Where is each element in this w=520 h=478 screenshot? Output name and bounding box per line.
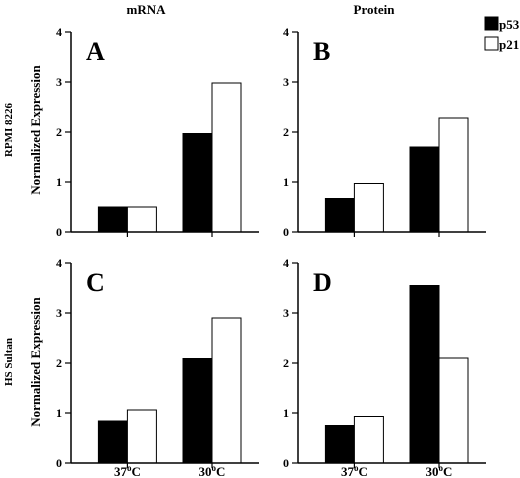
column-title-protein: Protein — [354, 2, 396, 17]
panel-letter-a: A — [86, 37, 105, 66]
y-axis-label-bottom: Normalized Expression — [28, 297, 43, 427]
legend: p53 p21 — [484, 16, 520, 52]
panel-b: 0 1 2 3 4 B — [283, 25, 486, 239]
y-tick-label-a-0: 0 — [56, 225, 62, 239]
y-tick-label-c-0: 0 — [56, 456, 62, 470]
bar-c-p53-37c — [97, 420, 128, 464]
y-tick-label-c-2: 2 — [56, 356, 62, 370]
x-category-label-d-30c: 30oC — [426, 463, 453, 478]
y-axis-label-top: Normalized Expression — [28, 65, 43, 195]
bar-a-p21-30c — [211, 82, 242, 233]
y-tick-label-a-3: 3 — [56, 75, 62, 89]
y-tick-label-d-1: 1 — [283, 406, 289, 420]
bar-c-p21-37c — [126, 409, 157, 464]
x-category-label-c-30c: 30oC — [199, 463, 226, 478]
legend-label-p53: p53 — [499, 17, 520, 32]
panel-a: 0 1 2 3 4 A — [56, 25, 259, 239]
y-tick-label-c-3: 3 — [56, 306, 62, 320]
bar-b-p53-37c — [324, 198, 355, 233]
x-category-label-d-37c: 37oC — [341, 463, 368, 478]
y-tick-label-d-4: 4 — [283, 256, 289, 270]
legend-label-p21: p21 — [499, 37, 519, 52]
y-tick-label-c-1: 1 — [56, 406, 62, 420]
panels: 0 1 2 3 4 A 0 1 2 3 4 B 0 1 2 3 4 C 37oC 30oC 0 1 2 3 4 D 37oC 30oC — [56, 25, 486, 478]
y-tick-label-a-1: 1 — [56, 175, 62, 189]
bar-d-p21-37c — [353, 416, 384, 464]
panel-d: 0 1 2 3 4 D 37oC 30oC — [283, 256, 486, 478]
y-tick-label-d-2: 2 — [283, 356, 289, 370]
row-label-hs-sultan: HS Sultan — [3, 338, 15, 386]
legend-swatch-p21 — [484, 36, 499, 51]
y-tick-label-c-4: 4 — [56, 256, 62, 270]
panel-letter-b: B — [313, 37, 330, 66]
y-tick-label-d-3: 3 — [283, 306, 289, 320]
y-tick-label-b-1: 1 — [283, 175, 289, 189]
panel-letter-c: C — [86, 268, 105, 297]
y-tick-label-d-0: 0 — [283, 456, 289, 470]
bar-b-p21-37c — [353, 183, 384, 233]
bar-d-p53-30c — [409, 285, 440, 464]
panel-c: 0 1 2 3 4 C 37oC 30oC — [56, 256, 259, 478]
y-tick-label-b-2: 2 — [283, 125, 289, 139]
bar-c-p21-30c — [211, 317, 242, 464]
column-title-mrna: mRNA — [127, 2, 167, 17]
bar-d-p21-30c — [438, 357, 469, 464]
bar-b-p21-30c — [438, 117, 469, 233]
legend-swatch-p53 — [484, 16, 499, 31]
y-tick-label-b-4: 4 — [283, 25, 289, 39]
bar-c-p53-30c — [182, 358, 213, 464]
bar-a-p53-30c — [182, 133, 213, 233]
y-tick-label-a-4: 4 — [56, 25, 62, 39]
bar-a-p21-37c — [126, 206, 157, 233]
y-tick-label-a-2: 2 — [56, 125, 62, 139]
panel-letter-d: D — [313, 268, 332, 297]
bar-d-p53-37c — [324, 425, 355, 464]
bar-b-p53-30c — [409, 146, 440, 233]
y-tick-label-b-3: 3 — [283, 75, 289, 89]
bar-a-p53-37c — [97, 206, 128, 233]
row-label-rpmi-8226: RPMI 8226 — [3, 102, 15, 157]
x-category-label-c-37c: 37oC — [114, 463, 141, 478]
y-tick-label-b-0: 0 — [283, 225, 289, 239]
